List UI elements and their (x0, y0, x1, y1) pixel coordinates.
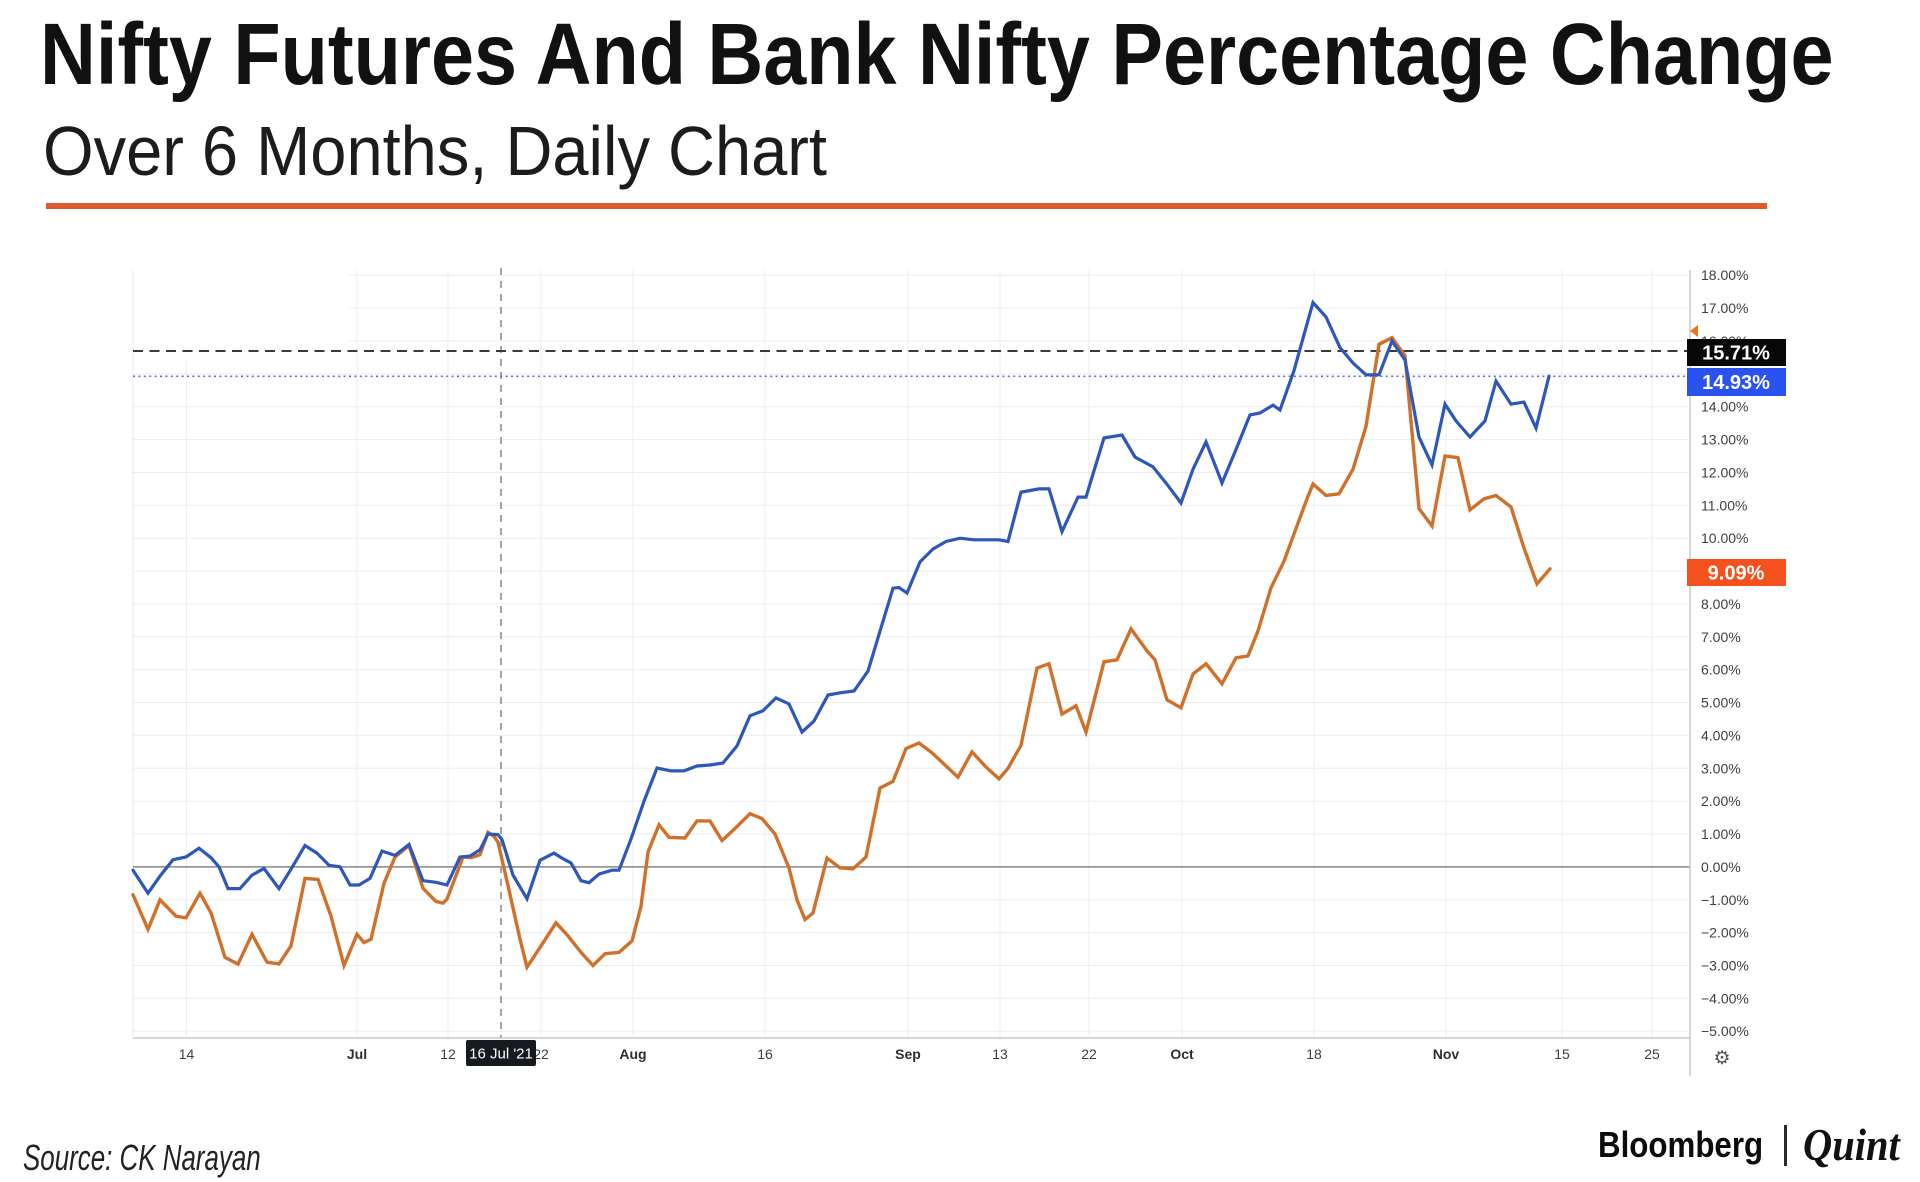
svg-text:9.09%: 9.09% (1708, 563, 1765, 585)
svg-text:14.93%: 14.93% (1702, 372, 1770, 394)
svg-text:Aug: Aug (619, 1046, 646, 1062)
svg-text:15: 15 (1554, 1046, 1570, 1062)
svg-text:22: 22 (1081, 1046, 1097, 1062)
svg-text:12: 12 (440, 1046, 456, 1062)
svg-text:8.00%: 8.00% (1701, 596, 1741, 612)
svg-text:−4.00%: −4.00% (1701, 990, 1749, 1006)
svg-text:3.00%: 3.00% (1701, 760, 1741, 776)
svg-text:11.00%: 11.00% (1701, 497, 1747, 513)
svg-text:13.00%: 13.00% (1701, 432, 1748, 448)
svg-text:16: 16 (757, 1046, 773, 1062)
svg-text:1.00%: 1.00% (1701, 826, 1741, 842)
svg-text:Oct: Oct (1170, 1046, 1194, 1062)
svg-text:5.00%: 5.00% (1701, 695, 1741, 711)
svg-text:15.71%: 15.71% (1702, 343, 1770, 365)
svg-text:4.00%: 4.00% (1701, 727, 1741, 743)
svg-text:Sep: Sep (895, 1046, 921, 1062)
svg-text:25: 25 (1644, 1046, 1660, 1062)
svg-text:14.00%: 14.00% (1701, 399, 1748, 415)
svg-text:−5.00%: −5.00% (1701, 1023, 1749, 1039)
svg-text:12.00%: 12.00% (1701, 465, 1748, 481)
svg-text:−2.00%: −2.00% (1701, 925, 1749, 941)
svg-text:14: 14 (179, 1046, 195, 1062)
svg-text:13: 13 (992, 1046, 1008, 1062)
svg-text:0.00%: 0.00% (1701, 859, 1741, 875)
svg-text:Jul: Jul (347, 1046, 367, 1062)
svg-text:−3.00%: −3.00% (1701, 958, 1749, 974)
svg-text:18.00%: 18.00% (1701, 267, 1748, 283)
svg-text:Nov: Nov (1433, 1046, 1460, 1062)
svg-text:2.00%: 2.00% (1701, 793, 1741, 809)
svg-text:⚙: ⚙ (1713, 1048, 1730, 1069)
svg-text:16 Jul '21: 16 Jul '21 (469, 1046, 533, 1063)
svg-text:18: 18 (1306, 1046, 1322, 1062)
svg-text:7.00%: 7.00% (1701, 629, 1741, 645)
svg-text:17.00%: 17.00% (1701, 300, 1748, 316)
svg-text:−1.00%: −1.00% (1701, 892, 1749, 908)
svg-text:10.00%: 10.00% (1701, 530, 1748, 546)
svg-text:22: 22 (533, 1046, 549, 1062)
svg-text:6.00%: 6.00% (1701, 662, 1741, 678)
